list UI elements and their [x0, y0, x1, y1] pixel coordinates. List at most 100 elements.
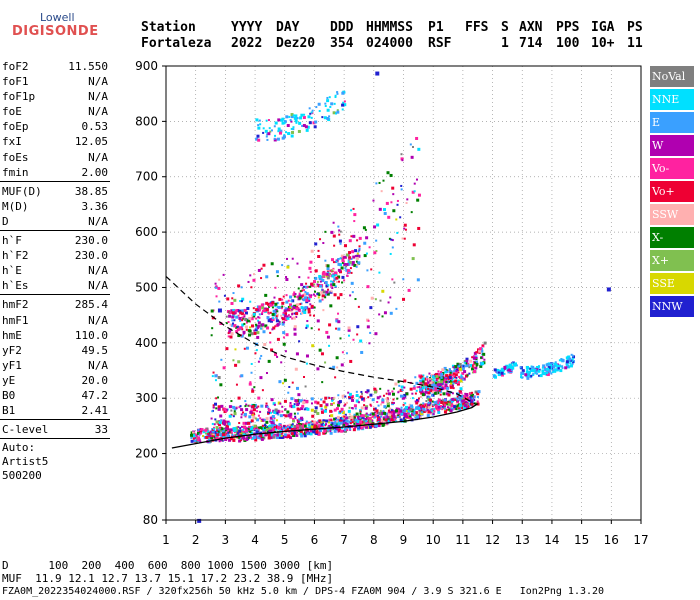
echo-point: [322, 423, 325, 426]
echo-point: [267, 359, 271, 363]
echo-point: [368, 246, 371, 249]
echo-point: [251, 388, 254, 391]
echo-point: [421, 375, 424, 378]
echo-point: [279, 402, 282, 405]
echo-point: [355, 421, 359, 425]
echo-point: [240, 286, 243, 289]
echo-point: [232, 312, 235, 315]
echo-point: [211, 410, 214, 413]
echo-point: [344, 422, 347, 425]
echo-point: [311, 344, 315, 348]
echo-point: [438, 372, 442, 376]
echo-point: [357, 416, 360, 419]
echo-point: [422, 409, 426, 413]
echo-point: [448, 373, 452, 377]
echo-point: [335, 319, 339, 323]
echo-point: [376, 223, 380, 227]
echo-point: [500, 371, 504, 375]
echo-point: [298, 430, 301, 433]
echo-point: [298, 292, 301, 295]
echo-point: [289, 415, 293, 419]
param-row: MUF(D) 38.85: [0, 184, 110, 199]
echo-point: [292, 316, 296, 320]
x-tick-label: 8: [370, 533, 378, 547]
echo-point: [331, 425, 334, 428]
echo-point: [316, 401, 320, 405]
echo-point: [415, 178, 418, 181]
echo-point: [336, 92, 339, 95]
echo-point: [255, 406, 258, 409]
echo-point: [426, 414, 430, 418]
echo-point: [462, 365, 465, 368]
echo-point: [446, 380, 449, 383]
echo-point: [567, 355, 571, 359]
echo-point: [345, 265, 348, 268]
echo-point: [231, 319, 234, 322]
echo-point: [448, 370, 452, 374]
echo-point: [217, 376, 221, 380]
echo-point: [276, 433, 280, 437]
echo-point: [291, 308, 294, 311]
echo-point: [396, 203, 399, 206]
echo-point: [282, 336, 285, 339]
echo-point: [309, 260, 313, 264]
echo-point: [415, 406, 419, 410]
echo-point: [250, 436, 254, 440]
echo-point: [338, 233, 341, 236]
echo-point: [455, 397, 459, 401]
echo-point: [276, 275, 279, 278]
echo-point: [458, 366, 461, 369]
echo-point: [318, 429, 322, 433]
echo-point: [276, 137, 280, 141]
echo-point: [404, 416, 407, 419]
echo-point: [296, 424, 300, 428]
echo-point: [360, 406, 364, 410]
echo-point: [330, 414, 334, 418]
echo-point: [546, 373, 550, 377]
echo-point: [403, 412, 407, 416]
echo-point: [416, 278, 420, 282]
echo-point: [282, 313, 285, 316]
echo-point: [274, 353, 278, 357]
echo-point: [343, 262, 347, 266]
echo-point: [539, 374, 543, 378]
echo-point: [360, 414, 364, 418]
echo-point: [337, 428, 341, 432]
echo-point: [375, 239, 378, 242]
echo-point: [359, 416, 362, 419]
echo-point: [212, 433, 215, 436]
header-label: S: [501, 20, 509, 35]
echo-point: [295, 312, 299, 316]
echo-point: [267, 302, 271, 306]
echo-point: [501, 368, 504, 371]
echo-point: [294, 293, 297, 296]
param-value: 33: [94, 423, 108, 437]
echo-point: [322, 275, 325, 278]
echo-point: [320, 398, 323, 401]
echo-point: [373, 390, 377, 394]
echo-point: [440, 377, 444, 381]
param-label: hmF1: [2, 313, 29, 327]
echo-point: [533, 367, 536, 370]
echo-point: [350, 281, 354, 285]
x-tick-label: 4: [251, 533, 259, 547]
echo-point: [337, 225, 340, 228]
echo-point: [310, 327, 313, 330]
echo-point: [389, 252, 392, 255]
echo-point: [223, 407, 227, 411]
echo-point: [329, 366, 332, 369]
echo-point: [473, 365, 476, 368]
echo-point: [318, 110, 321, 113]
echo-point: [296, 303, 300, 307]
echo-point: [411, 145, 414, 148]
echo-point: [327, 288, 330, 291]
echo-point: [332, 402, 335, 405]
echo-point: [432, 413, 435, 416]
echo-point: [390, 414, 394, 418]
echo-point: [569, 362, 572, 365]
echo-point: [426, 384, 429, 387]
y-tick-label: 600: [135, 225, 158, 239]
echo-point: [279, 424, 282, 427]
echo-point: [537, 369, 541, 373]
echo-point: [449, 371, 452, 374]
